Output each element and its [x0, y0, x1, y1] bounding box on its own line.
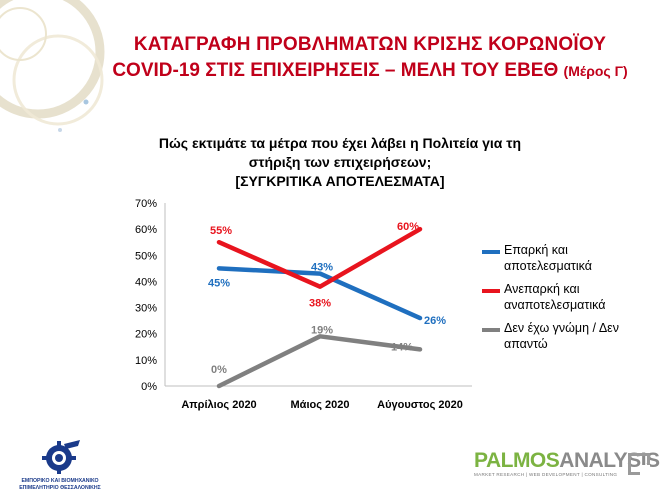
- slide-title-line1: ΚΑΤΑΓΡΑΦΗ ΠΡΟΒΛΗΜΑΤΩΝ ΚΡΙΣΗΣ ΚΟΡΩΝΟΪΟΥ: [133, 34, 607, 55]
- chart-title-line3: [ΣΥΓΚΡΙΤΙΚΑ ΑΠΟΤΕΛΕΣΜΑΤΑ]: [235, 173, 445, 189]
- y-tick-label: 20%: [135, 329, 157, 341]
- data-label: 45%: [208, 277, 230, 289]
- palmos-square-icon: [628, 453, 650, 475]
- y-tick-label: 30%: [135, 303, 157, 315]
- data-label: 14%: [391, 341, 413, 353]
- y-tick-label: 60%: [135, 224, 157, 236]
- chart-title-line2: στήριξη των επιχειρήσεων;: [248, 154, 432, 170]
- slide-title-line2: COVID-19 ΣΤΙΣ ΕΠΙΧΕΙΡΗΣΕΙΣ – ΜΕΛΗ ΤΟΥ ΕΒ…: [80, 60, 660, 82]
- slide-title-part: (Μέρος Γ): [563, 63, 628, 79]
- x-tick-label: Αύγουστος 2020: [377, 399, 463, 411]
- legend-item-adequate: Επαρκή και αποτελεσματικά: [482, 242, 662, 274]
- series-line: [216, 334, 423, 389]
- palmos-analysis-logo: PALMOSANALYSIS MARKET RESEARCH | WEB DEV…: [470, 449, 660, 485]
- data-label: 43%: [311, 262, 333, 274]
- legend-label-line2: απαντώ: [504, 337, 548, 351]
- legend-swatch: [482, 250, 500, 254]
- x-tick-label: Απρίλιος 2020: [181, 399, 256, 411]
- chamber-emblem-icon: [34, 436, 84, 476]
- x-tick-label: Μάιος 2020: [291, 399, 350, 411]
- data-label: 60%: [397, 221, 419, 233]
- palmos-brand-part1: PALMOS: [474, 449, 560, 472]
- chart-legend: Επαρκή και αποτελεσματικά Ανεπαρκή και α…: [482, 242, 662, 359]
- legend-item-inadequate: Ανεπαρκή και αναποτελεσματικά: [482, 281, 662, 313]
- legend-label-line1: Επαρκή και: [504, 243, 568, 257]
- slide-title-main: COVID-19 ΣΤΙΣ ΕΠΙΧΕΙΡΗΣΕΙΣ – ΜΕΛΗ ΤΟΥ ΕΒ…: [112, 60, 559, 81]
- legend-item-no-opinion: Δεν έχω γνώμη / Δεν απαντώ: [482, 320, 662, 352]
- chamber-caption: ΕΜΠΟΡΙΚΟ ΚΑΙ ΒΙΟΜΗΧΑΝΙΚΟ ΕΠΙΜΕΛΗΤΗΡΙΟ ΘΕ…: [12, 478, 108, 491]
- y-tick-label: 50%: [135, 250, 157, 262]
- legend-swatch: [482, 289, 500, 293]
- data-label: 55%: [210, 225, 232, 237]
- palmos-tagline: MARKET RESEARCH | WEB DEVELOPMENT | CONS…: [474, 472, 618, 477]
- y-tick-label: 10%: [135, 355, 157, 367]
- legend-label-line1: Δεν έχω γνώμη / Δεν: [504, 321, 619, 335]
- y-tick-label: 70%: [135, 198, 157, 210]
- chart-title-line1: Πώς εκτιμάτε τα μέτρα που έχει λάβει η Π…: [158, 135, 522, 151]
- legend-label-line2: αναποτελεσματικά: [504, 298, 606, 312]
- data-label: 0%: [211, 364, 227, 376]
- chart-title: Πώς εκτιμάτε τα μέτρα που έχει λάβει η Π…: [140, 134, 540, 191]
- chamber-caption-line2: ΕΠΙΜΕΛΗΤΗΡΙΟ ΘΕΣΣΑΛΟΝΙΚΗΣ: [19, 484, 101, 491]
- legend-label-line1: Ανεπαρκή και: [504, 282, 580, 296]
- legend-label-line2: αποτελεσματικά: [504, 259, 592, 273]
- data-label: 26%: [424, 315, 446, 327]
- y-tick-label: 0%: [141, 381, 157, 393]
- data-label: 38%: [309, 298, 331, 310]
- legend-swatch: [482, 328, 500, 332]
- series-line: [216, 226, 423, 289]
- series-line: [216, 266, 423, 321]
- y-tick-label: 40%: [135, 276, 157, 288]
- chamber-caption-line1: ΕΜΠΟΡΙΚΟ ΚΑΙ ΒΙΟΜΗΧΑΝΙΚΟ: [21, 478, 99, 484]
- chamber-logo: ΕΜΠΟΡΙΚΟ ΚΑΙ ΒΙΟΜΗΧΑΝΙΚΟ ΕΠΙΜΕΛΗΤΗΡΙΟ ΘΕ…: [12, 436, 108, 494]
- data-label: 19%: [311, 324, 333, 336]
